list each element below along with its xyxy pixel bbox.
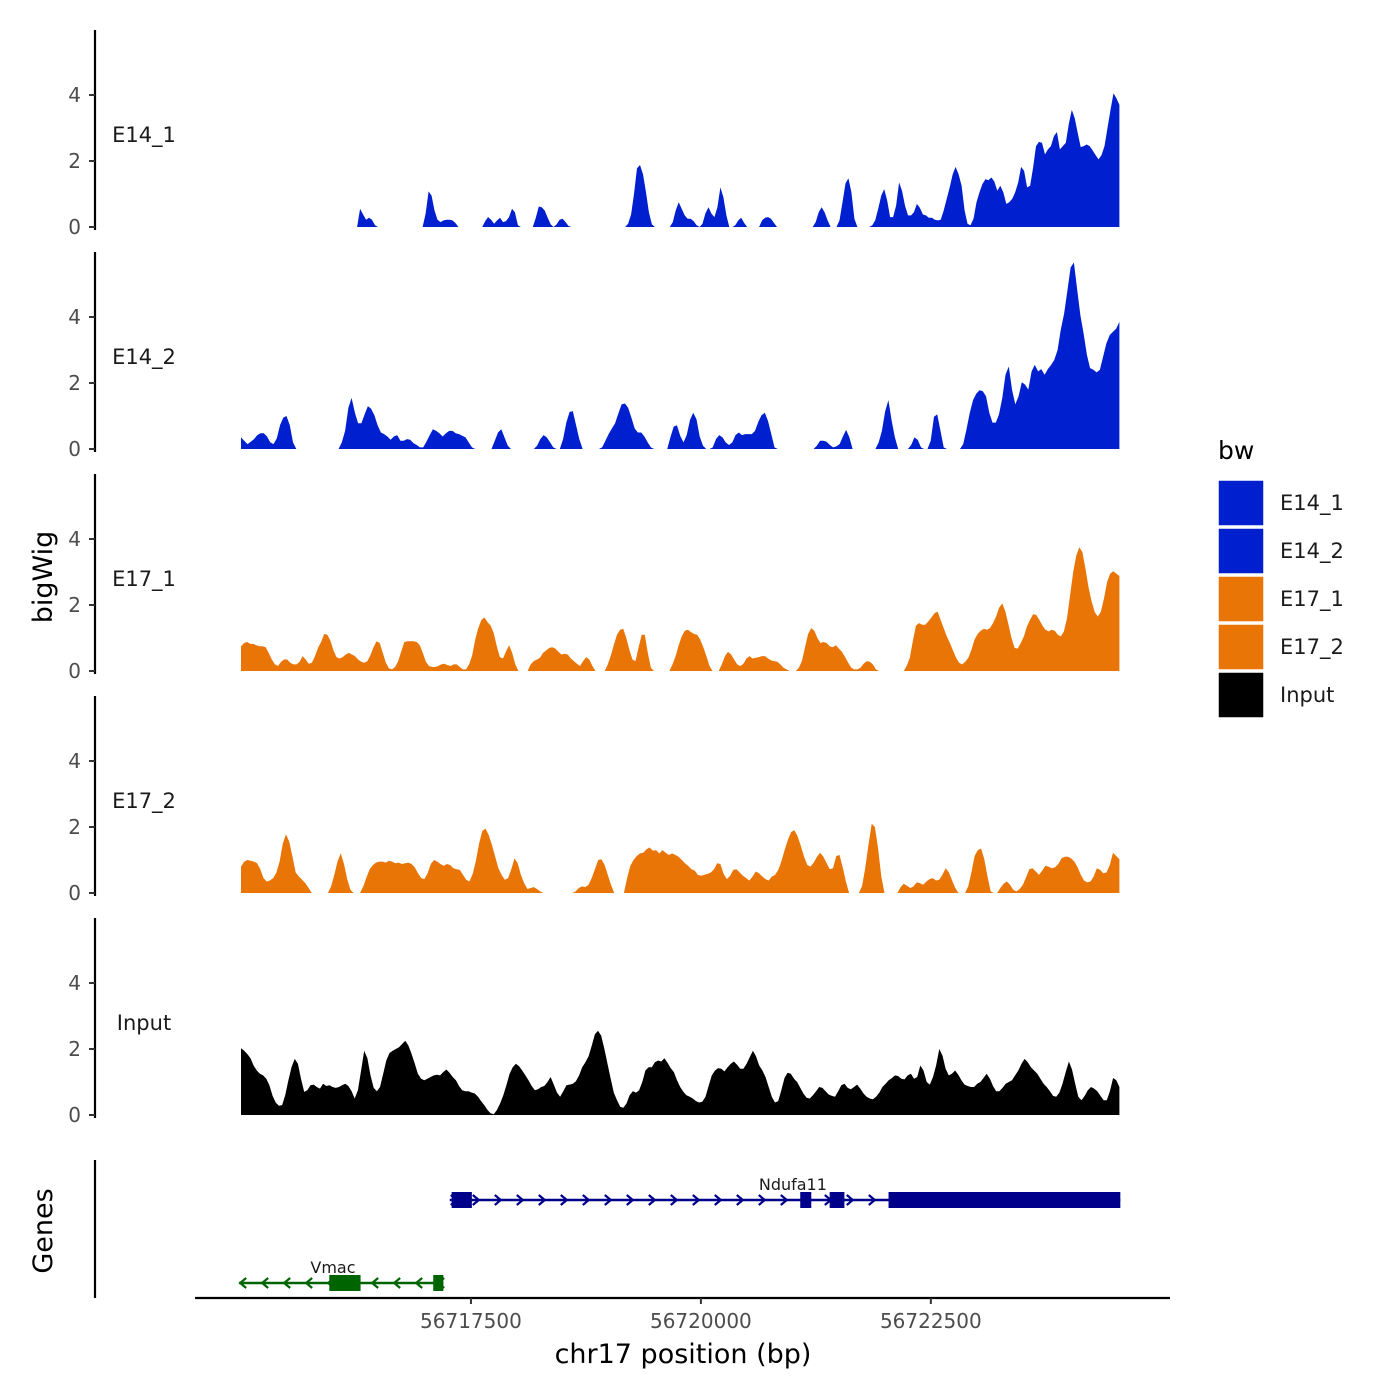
x-tick-label: 56722500 xyxy=(880,1309,982,1333)
track-e14-1: 0 2 4 E14_1 xyxy=(68,30,1120,239)
strand-arrow xyxy=(392,1277,401,1289)
legend-item-e17-2: E17_2 xyxy=(1217,623,1344,671)
gene-ndufa11: Ndufa11 xyxy=(449,1175,1121,1208)
strand-arrow xyxy=(670,1194,679,1206)
legend-title: bw xyxy=(1218,436,1254,465)
strand-arrow xyxy=(780,1194,789,1206)
y-axis-title: bigWig xyxy=(28,531,59,624)
legend-swatch xyxy=(1217,623,1265,671)
signal-area-e17-1 xyxy=(241,547,1120,671)
track-e17-2: 0 2 4 E17_2 xyxy=(68,696,1120,905)
legend-label: E14_1 xyxy=(1280,491,1344,516)
strand-arrow xyxy=(238,1277,247,1289)
track-label: E14_2 xyxy=(112,345,176,370)
track-e17-1: 0 2 4 E17_1 xyxy=(68,474,1120,683)
legend-label: E17_2 xyxy=(1280,635,1344,660)
signal-tracks: 0 2 4 E14_1 0 2 4 E14_2 0 2 4 E17_1 0 2 4 E17_2 0 2 4 Input xyxy=(68,30,1120,1127)
strand-arrow xyxy=(604,1194,613,1206)
gene-name-label: Vmac xyxy=(310,1258,355,1277)
gene-name-label: Ndufa11 xyxy=(759,1175,827,1194)
track-label: E17_2 xyxy=(112,789,176,814)
track-label: Input xyxy=(117,1011,171,1035)
strand-arrow xyxy=(494,1194,503,1206)
signal-area-e14-2 xyxy=(241,262,1120,449)
gene-exon xyxy=(800,1192,812,1208)
y-tick-label: 0 xyxy=(68,1103,81,1127)
strand-arrow xyxy=(304,1277,313,1289)
legend-swatch xyxy=(1217,527,1265,575)
gene-annotation-panel: Ndufa11 Vmac xyxy=(93,1160,1121,1298)
legend-label: E14_2 xyxy=(1280,539,1344,564)
strand-arrow xyxy=(648,1194,657,1206)
strand-arrow xyxy=(758,1194,767,1206)
gene-exon xyxy=(888,1192,1121,1208)
x-axis: 56717500 56720000 56722500 xyxy=(195,1296,1170,1333)
legend-item-input: Input xyxy=(1217,671,1334,719)
signal-area-e17-2 xyxy=(241,823,1120,893)
legend-swatch xyxy=(1217,575,1265,623)
legend-item-e17-1: E17_1 xyxy=(1217,575,1344,623)
y-tick-label: 2 xyxy=(68,815,81,839)
y-tick-label: 2 xyxy=(68,593,81,617)
track-label: E17_1 xyxy=(112,567,176,592)
y-tick-label: 4 xyxy=(68,83,81,107)
strand-arrow xyxy=(538,1194,547,1206)
strand-arrow xyxy=(560,1194,569,1206)
legend-swatch xyxy=(1217,479,1265,527)
strand-arrow xyxy=(626,1194,635,1206)
gene-exon xyxy=(451,1192,472,1208)
gene-vmac: Vmac xyxy=(238,1258,445,1291)
y-tick-label: 2 xyxy=(68,371,81,395)
y-tick-label: 0 xyxy=(68,215,81,239)
x-axis-title: chr17 position (bp) xyxy=(555,1339,812,1370)
x-tick-label: 56717500 xyxy=(420,1309,522,1333)
strand-arrow xyxy=(714,1194,723,1206)
y-tick-label: 0 xyxy=(68,659,81,683)
y-tick-label: 4 xyxy=(68,527,81,551)
strand-arrow xyxy=(260,1277,269,1289)
y-tick-label: 2 xyxy=(68,1037,81,1061)
strand-arrow xyxy=(414,1277,423,1289)
strand-arrow xyxy=(736,1194,745,1206)
track-label: E14_1 xyxy=(112,123,176,148)
y-tick-label: 0 xyxy=(68,437,81,461)
strand-arrow xyxy=(370,1277,379,1289)
legend-item-e14-1: E14_1 xyxy=(1217,479,1344,527)
signal-area-input xyxy=(241,1030,1120,1115)
strand-arrow xyxy=(846,1194,855,1206)
genes-axis-title: Genes xyxy=(28,1188,59,1273)
track-input: 0 2 4 Input xyxy=(68,918,1120,1127)
gene-exon xyxy=(829,1192,845,1208)
y-tick-label: 4 xyxy=(68,971,81,995)
strand-arrow xyxy=(516,1194,525,1206)
strand-arrow xyxy=(582,1194,591,1206)
legend-swatch xyxy=(1217,671,1265,719)
gene-exon xyxy=(329,1275,361,1291)
track-e14-2: 0 2 4 E14_2 xyxy=(68,252,1120,461)
strand-arrow xyxy=(472,1194,481,1206)
strand-arrow xyxy=(282,1277,291,1289)
legend-label: E17_1 xyxy=(1280,587,1344,612)
x-tick-label: 56720000 xyxy=(650,1309,752,1333)
gene-exon xyxy=(433,1275,444,1291)
legend-label: Input xyxy=(1280,683,1334,707)
y-tick-label: 4 xyxy=(68,749,81,773)
y-tick-label: 4 xyxy=(68,305,81,329)
strand-arrow xyxy=(692,1194,701,1206)
legend: bw E14_1 E14_2 E17_1 E17_2 Input xyxy=(1217,436,1344,719)
signal-area-e14-1 xyxy=(241,93,1120,227)
y-tick-label: 2 xyxy=(68,149,81,173)
strand-arrow xyxy=(868,1194,877,1206)
legend-item-e14-2: E14_2 xyxy=(1217,527,1344,575)
y-tick-label: 0 xyxy=(68,881,81,905)
